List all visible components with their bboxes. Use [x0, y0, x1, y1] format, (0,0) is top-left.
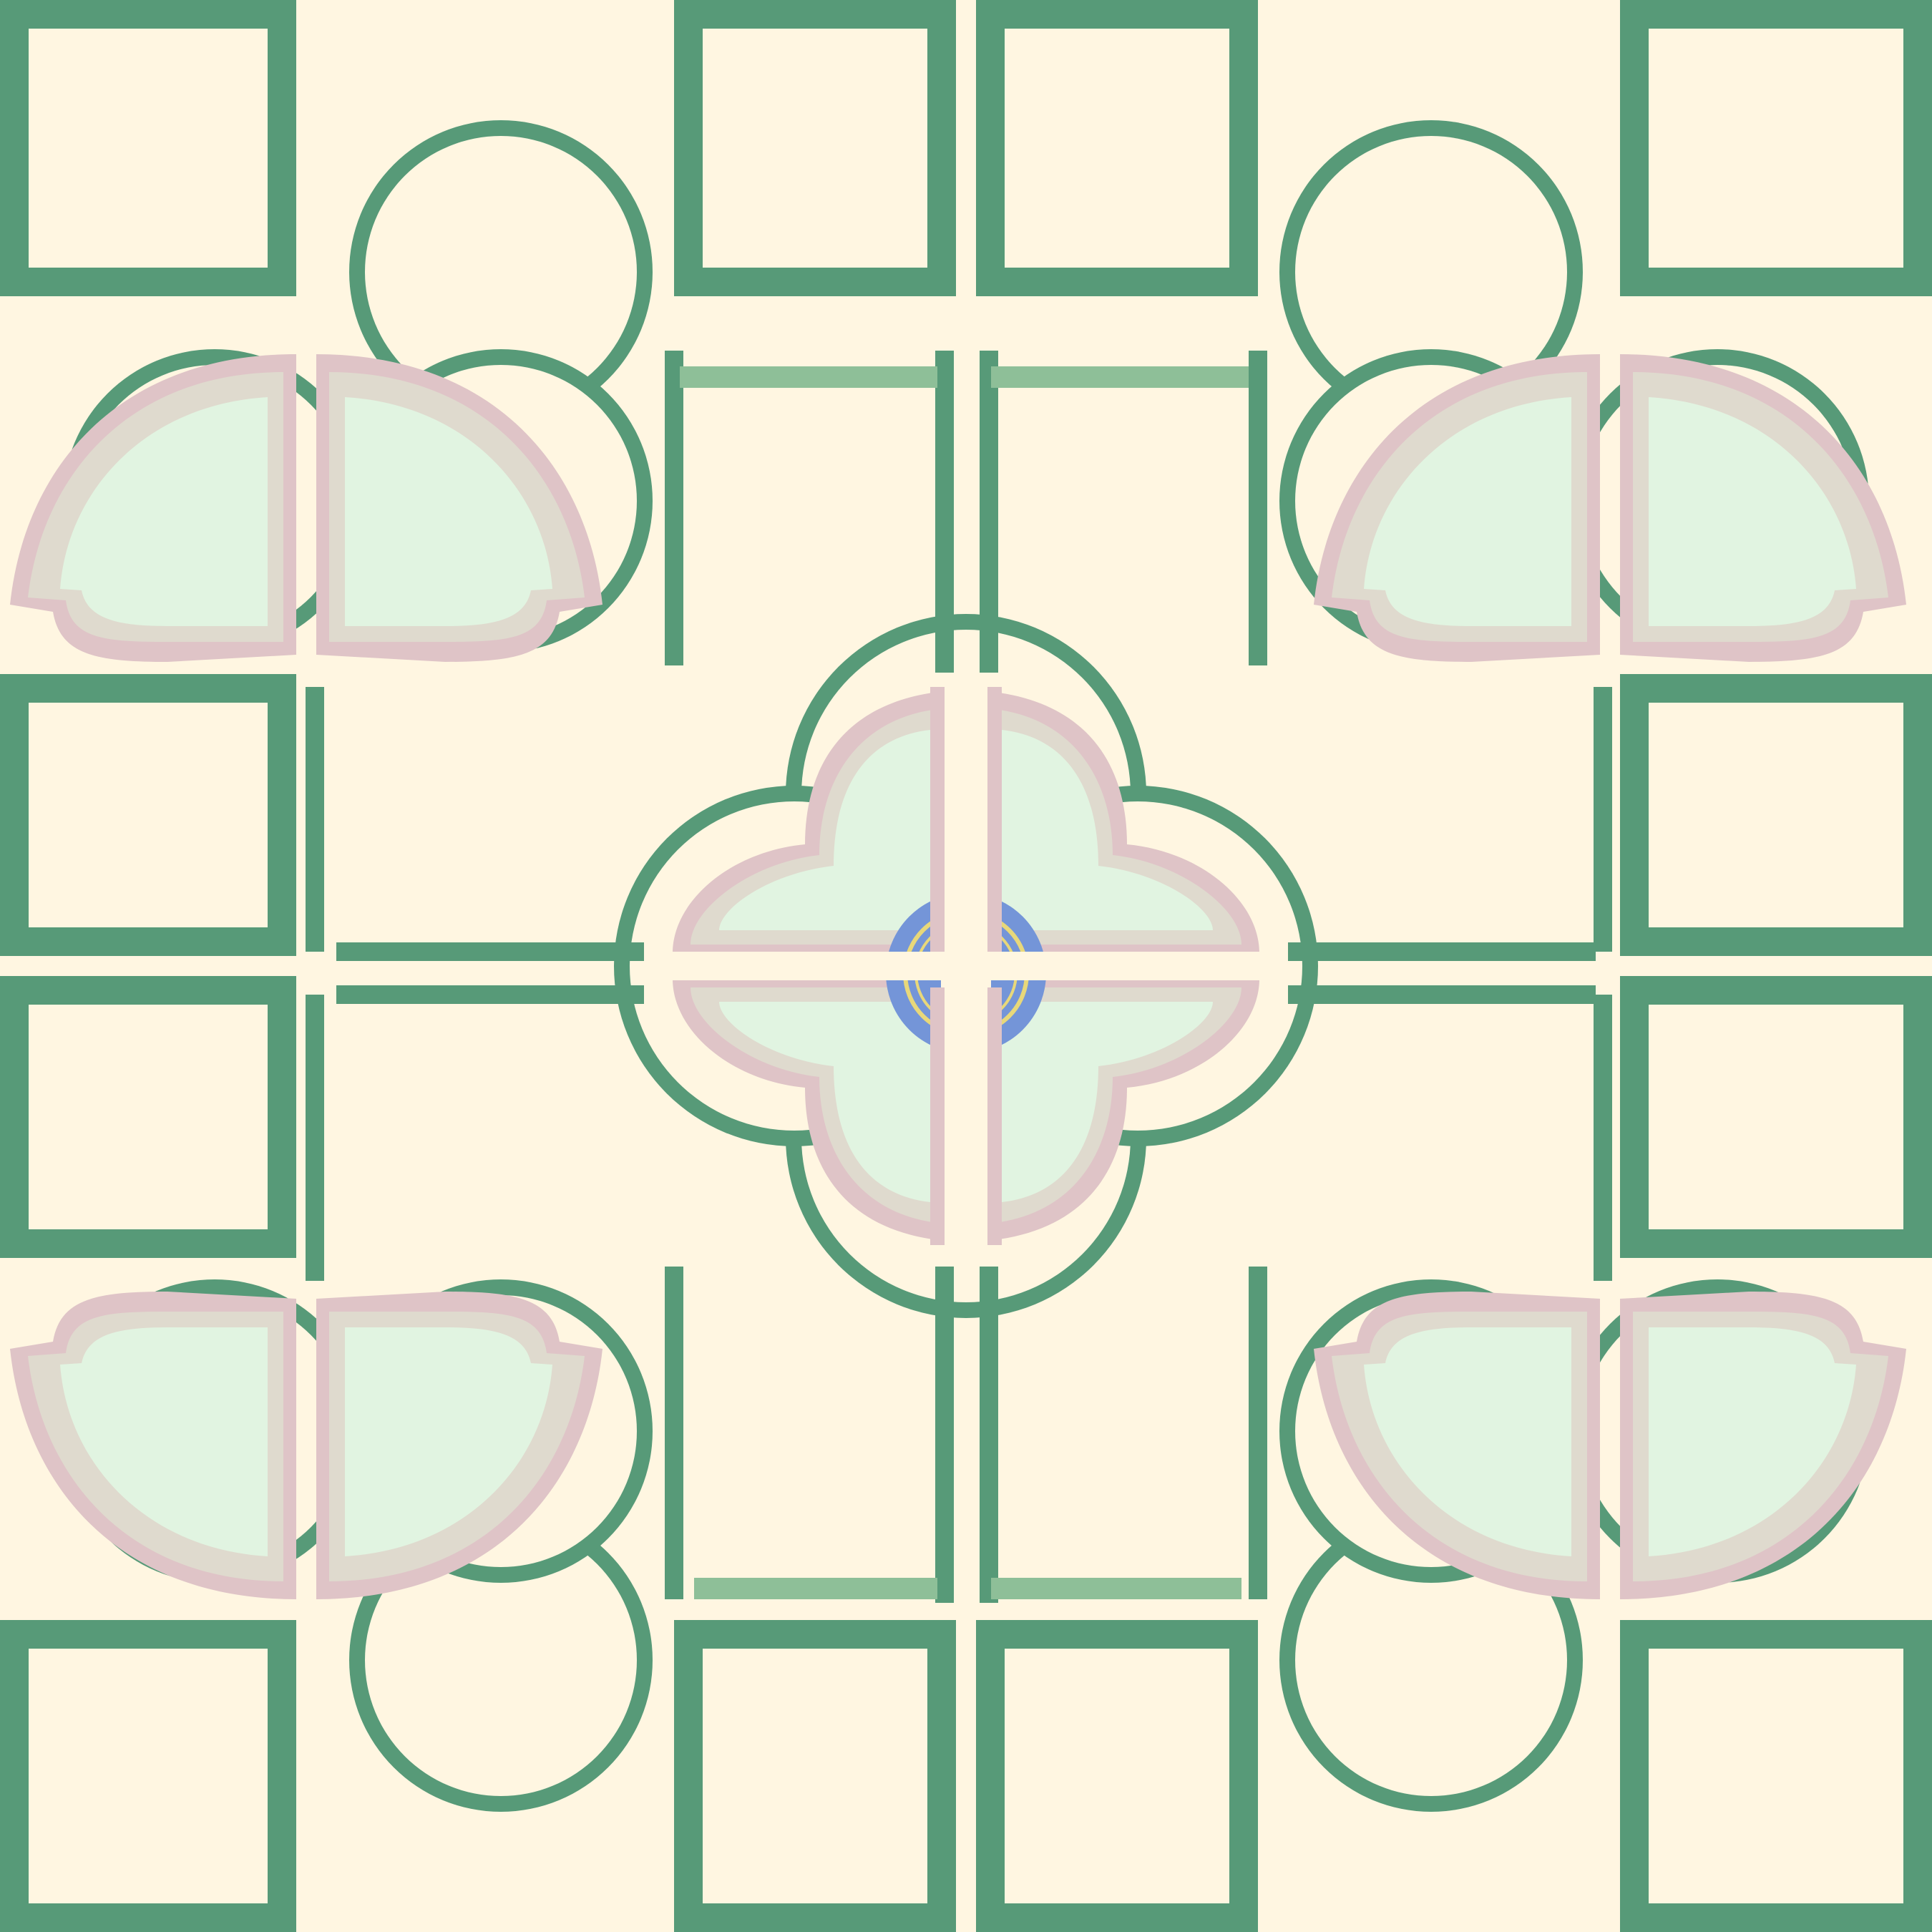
tile-face [29, 1005, 268, 1229]
petal-tr-a [1314, 354, 1600, 662]
open-cell [316, 976, 654, 1258]
tile-face [1649, 29, 1903, 268]
petal-br-a-mint [1364, 1327, 1571, 1556]
tile-face [703, 29, 927, 268]
petal-tr-b-mint [1649, 397, 1856, 626]
tile-face [1649, 1005, 1903, 1229]
tile-face [29, 1649, 268, 1903]
scallop-7-inner [365, 1524, 637, 1796]
petal-br-b [1620, 1292, 1906, 1599]
tile-face [1005, 29, 1229, 268]
petal-tl-b-mint [345, 397, 552, 626]
petal-tr-a-mint [1364, 397, 1571, 626]
petal-motifs-layer [10, 354, 1906, 1599]
tile-face [1649, 1649, 1903, 1903]
scallop-9-inner [1295, 1524, 1567, 1796]
centre-petal-tl [673, 691, 953, 953]
petal-tl-b [316, 354, 602, 662]
centre-gap-horizontal [665, 952, 1267, 980]
centre-petal-tl-mint [719, 730, 930, 930]
green-band [991, 1578, 1241, 1599]
petal-bl-b [316, 1292, 602, 1599]
petal-bl-a [10, 1292, 296, 1599]
centre-petal-tr-mint [1002, 730, 1213, 930]
centre-petal-bl [673, 979, 953, 1241]
green-band [991, 366, 1249, 388]
petal-bl-a-mint [60, 1327, 268, 1556]
tile-face [29, 703, 268, 927]
tile-face [29, 29, 268, 268]
scallop-1-inner [365, 136, 637, 408]
tile-face [1005, 1649, 1229, 1903]
centre-petal-br [979, 979, 1259, 1241]
open-cell [1278, 976, 1600, 1258]
center-medallion-layer [665, 673, 1267, 1267]
petal-br-a [1314, 1292, 1600, 1599]
tile-face [1649, 703, 1903, 927]
tile-face [703, 1649, 927, 1903]
green-band [694, 1578, 937, 1599]
scallop-3-inner [1295, 136, 1567, 408]
centre-petal-tr [979, 691, 1259, 953]
open-cell [316, 674, 654, 956]
petal-tr-b [1620, 354, 1906, 662]
green-band [680, 366, 937, 388]
centre-petal-bl-mint [719, 1002, 930, 1202]
petal-tl-a [10, 354, 296, 662]
open-cell [1278, 674, 1600, 956]
petal-bl-b-mint [345, 1327, 552, 1556]
centre-petal-br-mint [1002, 1002, 1213, 1202]
petal-tl-a-mint [60, 397, 268, 626]
open-cell [674, 1278, 956, 1600]
open-cell [976, 1278, 1258, 1600]
petal-br-b-mint [1649, 1327, 1856, 1556]
